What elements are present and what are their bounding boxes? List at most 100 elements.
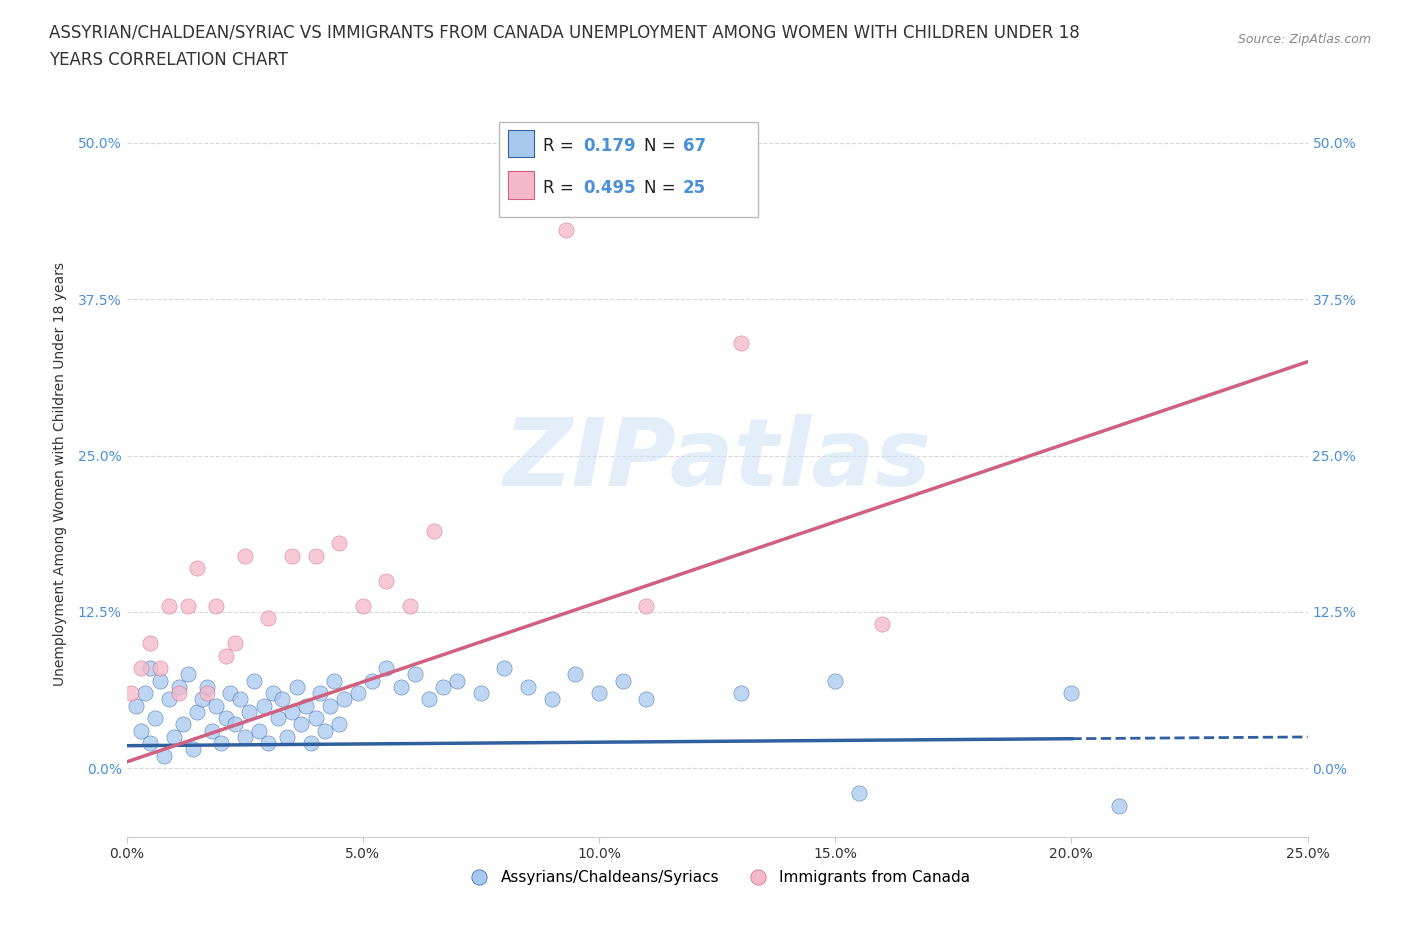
Point — [1108, 798, 1130, 813]
Point — [347, 685, 370, 700]
Point — [149, 673, 172, 688]
Point — [195, 680, 218, 695]
Point — [361, 673, 384, 688]
Point — [281, 705, 304, 720]
Point — [257, 611, 280, 626]
Legend: Assyrians/Chaldeans/Syriacs, Immigrants from Canada: Assyrians/Chaldeans/Syriacs, Immigrants … — [458, 864, 976, 891]
Point — [404, 667, 426, 682]
Point — [215, 648, 238, 663]
Point — [233, 729, 256, 744]
Point — [149, 660, 172, 675]
Text: 0.179: 0.179 — [583, 137, 637, 155]
Point — [125, 698, 148, 713]
Text: N =: N = — [644, 137, 681, 155]
Text: ASSYRIAN/CHALDEAN/SYRIAC VS IMMIGRANTS FROM CANADA UNEMPLOYMENT AMONG WOMEN WITH: ASSYRIAN/CHALDEAN/SYRIAC VS IMMIGRANTS F… — [49, 23, 1080, 41]
Point — [276, 729, 298, 744]
Text: 67: 67 — [683, 137, 706, 155]
Point — [163, 729, 186, 744]
Point — [238, 705, 260, 720]
Point — [186, 705, 208, 720]
Text: Source: ZipAtlas.com: Source: ZipAtlas.com — [1237, 33, 1371, 46]
Text: 25: 25 — [683, 179, 706, 197]
Point — [181, 742, 204, 757]
Point — [219, 685, 242, 700]
Point — [153, 749, 176, 764]
Text: 0.495: 0.495 — [583, 179, 637, 197]
Point — [418, 692, 440, 707]
Point — [233, 548, 256, 563]
Y-axis label: Unemployment Among Women with Children Under 18 years: Unemployment Among Women with Children U… — [52, 262, 66, 686]
Point — [186, 561, 208, 576]
Point — [120, 685, 142, 700]
Point — [564, 667, 586, 682]
Point — [191, 692, 214, 707]
Point — [129, 724, 152, 738]
Point — [252, 698, 274, 713]
Point — [139, 660, 162, 675]
Point — [285, 680, 308, 695]
Point — [323, 673, 346, 688]
Point — [730, 685, 752, 700]
Point — [554, 223, 576, 238]
Point — [304, 548, 326, 563]
Point — [612, 673, 634, 688]
Point — [205, 598, 228, 613]
Point — [243, 673, 266, 688]
Point — [470, 685, 492, 700]
Point — [318, 698, 340, 713]
Point — [375, 660, 398, 675]
Point — [333, 692, 356, 707]
Point — [281, 548, 304, 563]
FancyBboxPatch shape — [499, 123, 758, 217]
Point — [143, 711, 166, 725]
Point — [290, 717, 312, 732]
FancyBboxPatch shape — [508, 171, 534, 199]
FancyBboxPatch shape — [508, 130, 534, 157]
Point — [224, 636, 246, 651]
Point — [848, 786, 870, 801]
Point — [224, 717, 246, 732]
Point — [172, 717, 194, 732]
Point — [271, 692, 294, 707]
Point — [517, 680, 540, 695]
Point — [262, 685, 284, 700]
Point — [309, 685, 332, 700]
Point — [328, 717, 350, 732]
Point — [205, 698, 228, 713]
Point — [494, 660, 516, 675]
Point — [304, 711, 326, 725]
Point — [247, 724, 270, 738]
Point — [157, 598, 180, 613]
Point — [389, 680, 412, 695]
Text: ZIPatlas: ZIPatlas — [503, 414, 931, 506]
Text: YEARS CORRELATION CHART: YEARS CORRELATION CHART — [49, 51, 288, 69]
Text: R =: R = — [544, 137, 579, 155]
Point — [167, 685, 190, 700]
Point — [134, 685, 156, 700]
Point — [200, 724, 222, 738]
Point — [636, 692, 658, 707]
Point — [209, 736, 232, 751]
Point — [588, 685, 610, 700]
Point — [157, 692, 180, 707]
Point — [267, 711, 290, 725]
Point — [824, 673, 846, 688]
Point — [540, 692, 562, 707]
Point — [314, 724, 336, 738]
Point — [636, 598, 658, 613]
Point — [167, 680, 190, 695]
Point — [139, 636, 162, 651]
Point — [257, 736, 280, 751]
Point — [399, 598, 422, 613]
Point — [177, 667, 200, 682]
Point — [328, 536, 350, 551]
Point — [1060, 685, 1083, 700]
Point — [446, 673, 468, 688]
Point — [177, 598, 200, 613]
Point — [215, 711, 238, 725]
Point — [229, 692, 252, 707]
Point — [299, 736, 322, 751]
Point — [730, 336, 752, 351]
Point — [195, 685, 218, 700]
Point — [139, 736, 162, 751]
